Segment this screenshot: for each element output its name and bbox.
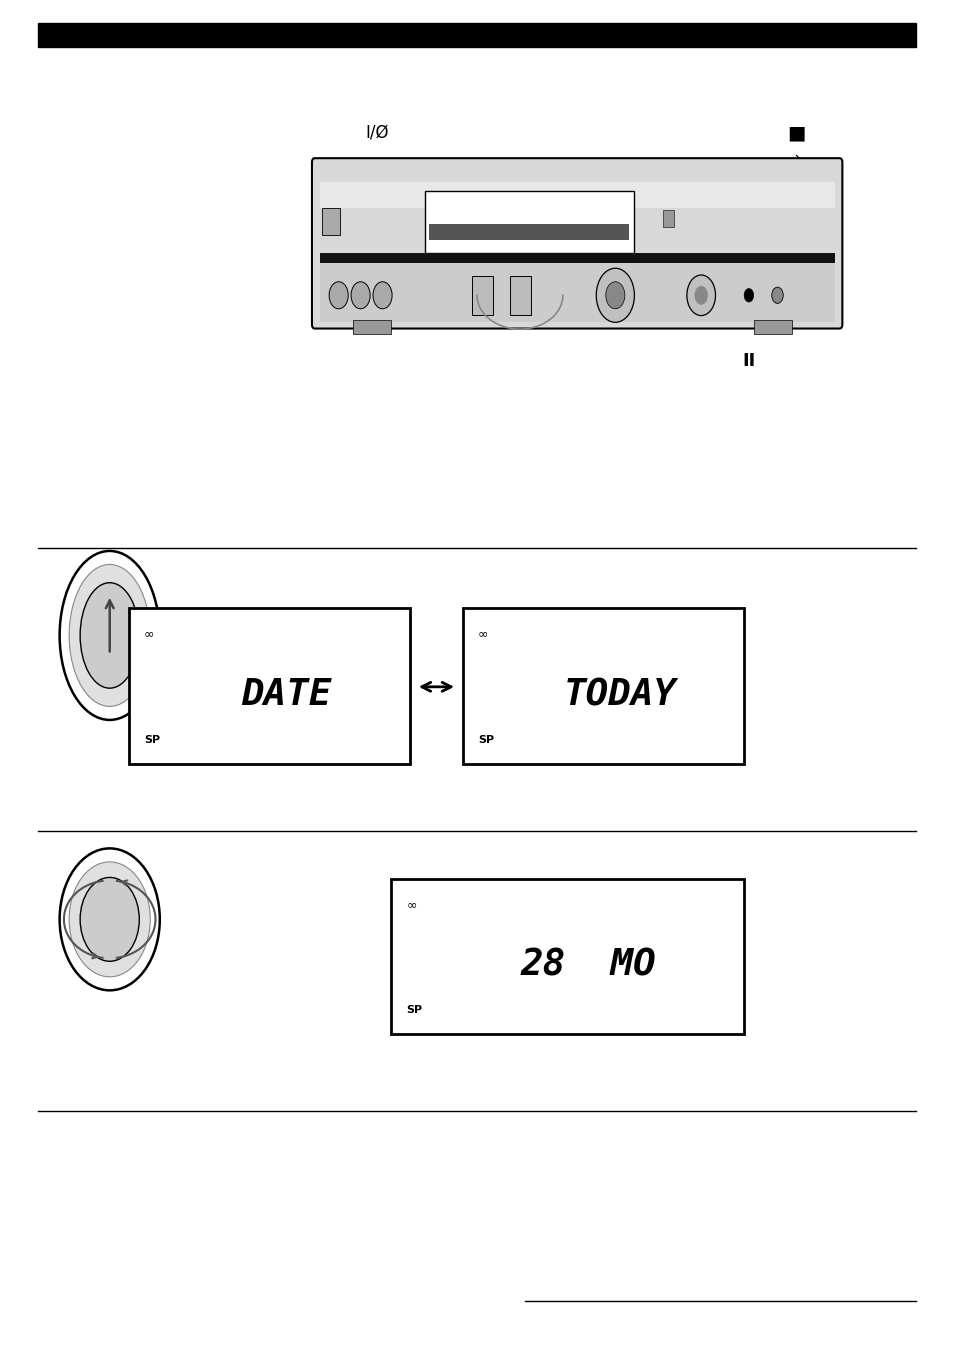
Bar [662,210,674,227]
Bar [129,608,410,764]
Ellipse shape [60,552,160,719]
Bar [424,192,634,253]
Text: SP: SP [406,1006,422,1015]
Circle shape [771,287,782,303]
Text: ∞: ∞ [406,898,416,911]
Text: ∞: ∞ [477,627,488,641]
Text: SP: SP [144,735,160,745]
Bar [319,264,834,322]
Ellipse shape [80,877,139,961]
Bar [391,879,743,1034]
Ellipse shape [80,583,139,688]
Text: TODAY: TODAY [563,677,676,714]
Text: I/Ø: I/Ø [365,124,388,142]
Bar [462,608,743,764]
Circle shape [373,281,392,308]
Bar [353,320,391,334]
Ellipse shape [70,565,151,707]
Bar [322,208,339,235]
Bar [753,320,791,334]
Text: ∞: ∞ [144,627,154,641]
Bar [472,276,493,315]
Text: ■: ■ [786,123,805,142]
Bar [319,253,834,265]
Circle shape [351,281,370,308]
FancyBboxPatch shape [312,158,841,329]
Text: DATE: DATE [241,677,332,714]
Bar [319,181,834,208]
Circle shape [596,268,634,322]
Bar [429,224,628,241]
Text: SP: SP [477,735,494,745]
Circle shape [605,281,624,308]
Bar [38,23,915,47]
Circle shape [686,274,715,315]
Text: 28  MO: 28 MO [520,948,656,984]
Circle shape [743,288,753,301]
Circle shape [329,281,348,308]
Bar [510,276,531,315]
Ellipse shape [70,863,151,976]
Circle shape [694,285,707,304]
Text: II: II [741,352,755,369]
Ellipse shape [60,849,160,991]
